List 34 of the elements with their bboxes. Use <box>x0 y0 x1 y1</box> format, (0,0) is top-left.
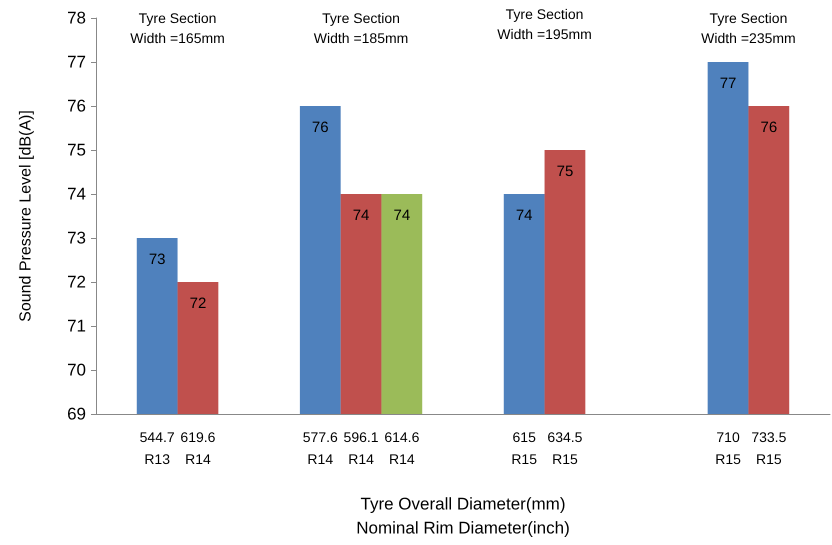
x-tick-label: 634.5 R15 <box>547 429 583 467</box>
y-tick-label: 73 <box>67 228 86 248</box>
annotation: Tyre Section Width =165mm <box>130 10 225 46</box>
x-tick-label: 710 R15 <box>715 429 742 467</box>
data-label: 74 <box>393 207 410 224</box>
data-label: 76 <box>760 119 778 136</box>
data-label: 74 <box>516 207 533 224</box>
data-label: 74 <box>352 207 370 224</box>
data-label: 76 <box>312 119 329 136</box>
x-tick-label: 577.6 R14 <box>302 429 338 467</box>
data-label: 75 <box>556 163 574 180</box>
y-tick-label: 76 <box>67 96 86 116</box>
y-tick-label: 72 <box>67 272 86 292</box>
x-tick-label: 614.6 R14 <box>384 429 420 467</box>
annotation: Tyre Section Width =195mm <box>497 6 592 42</box>
y-tick-label: 69 <box>67 404 86 424</box>
y-tick-label: 77 <box>67 52 86 72</box>
data-label: 72 <box>190 295 206 312</box>
x-tick-label: 596.1 R14 <box>344 429 379 467</box>
x-tick-label: 619.6 R14 <box>180 429 216 467</box>
data-label: 73 <box>148 251 166 268</box>
y-axis-title: Sound Pressure Level [dB(A)] <box>18 110 34 322</box>
y-tick-label: 74 <box>67 184 86 204</box>
y-tick-label: 75 <box>67 140 86 160</box>
x-tick-label: 544.7 R13 <box>140 429 175 467</box>
data-label: 77 <box>720 75 736 92</box>
y-tick-label: 71 <box>67 316 86 336</box>
x-axis-title: Tyre Overall Diameter(mm) Nominal Rim Diameter(inch) <box>356 494 570 538</box>
annotation: Tyre Section Width =185mm <box>314 10 408 46</box>
x-tick-label: 733.5 R15 <box>751 429 787 467</box>
x-tick-label: 615 R15 <box>511 429 538 467</box>
y-tick-label: 78 <box>67 8 86 28</box>
y-tick-label: 70 <box>67 360 86 380</box>
annotation: Tyre Section Width =235mm <box>701 10 796 46</box>
